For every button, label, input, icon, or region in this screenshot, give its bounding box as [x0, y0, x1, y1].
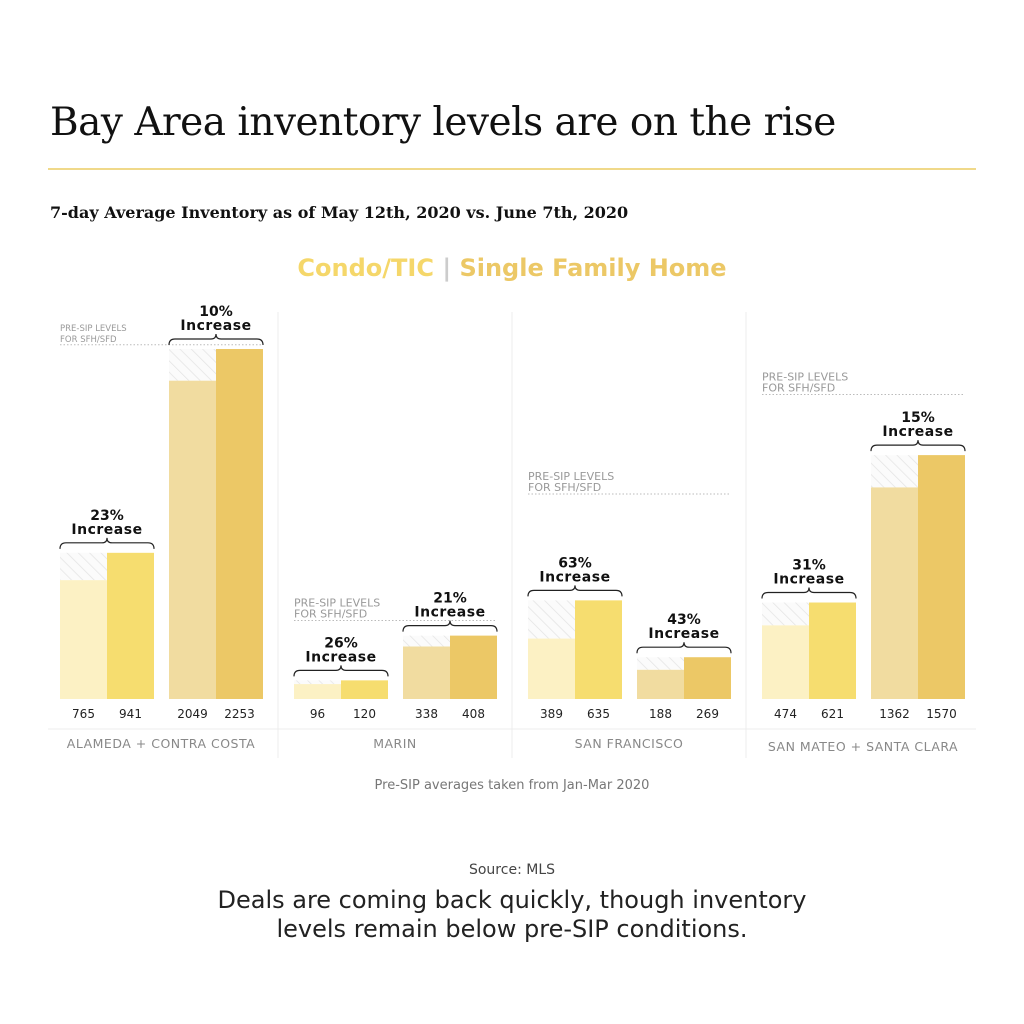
- bar-after: [684, 657, 731, 699]
- increase-word: Increase: [414, 605, 485, 621]
- bar-after: [918, 455, 965, 699]
- bar-after: [216, 349, 263, 699]
- value-label-before: 188: [649, 707, 672, 721]
- pre-sip-label: PRE-SIP LEVELS: [60, 324, 127, 334]
- increase-brace: [761, 587, 857, 599]
- increase-percent: 63%: [558, 555, 592, 571]
- value-label-after: 408: [462, 707, 485, 721]
- bar-before: [762, 625, 809, 699]
- value-label-before: 1362: [879, 707, 910, 721]
- footer-line-2: levels remain below pre-SIP conditions.: [276, 915, 748, 943]
- pre-sip-label: FOR SFH/SFD: [528, 481, 601, 494]
- bar-before: [871, 487, 918, 699]
- bar-after: [450, 635, 497, 699]
- title-rule: [48, 168, 976, 170]
- legend-separator: |: [442, 254, 452, 282]
- increase-word: Increase: [539, 569, 610, 585]
- value-label-after: 621: [821, 707, 844, 721]
- increase-percent: 26%: [324, 635, 358, 651]
- value-label-after: 269: [696, 707, 719, 721]
- pre-sip-label: PRE-SIP LEVELS: [528, 470, 614, 483]
- legend-condo: Condo/TIC: [297, 254, 434, 282]
- difference-hatch: [637, 657, 684, 670]
- bar-after: [107, 552, 154, 699]
- increase-word: Increase: [305, 649, 376, 665]
- pre-sip-label: FOR SFH/SFD: [762, 382, 835, 395]
- category-label: SAN FRANCISCO: [575, 736, 684, 751]
- value-label-before: 474: [774, 707, 797, 721]
- bar-before: [637, 669, 684, 699]
- category-label: MARIN: [373, 736, 417, 751]
- pre-sip-label: PRE-SIP LEVELS: [294, 597, 380, 610]
- value-label-before: 96: [310, 707, 325, 721]
- value-label-after: 120: [353, 707, 376, 721]
- increase-percent: 21%: [433, 591, 467, 607]
- value-label-after: 635: [587, 707, 610, 721]
- footer-line-1: Deals are coming back quickly, though in…: [217, 886, 807, 914]
- bar-before: [294, 684, 341, 699]
- bar-after: [341, 680, 388, 699]
- source: Source: MLS: [468, 862, 556, 878]
- page-title: Bay Area inventory levels are on the ris…: [50, 100, 836, 145]
- increase-brace: [402, 620, 498, 632]
- difference-hatch: [60, 552, 107, 581]
- increase-word: Increase: [71, 522, 142, 538]
- difference-hatch: [528, 600, 575, 639]
- legend-sfh: Single Family Home: [459, 254, 727, 282]
- difference-hatch: [871, 455, 918, 488]
- increase-brace: [527, 585, 623, 597]
- increase-percent: 23%: [90, 508, 124, 524]
- value-label-before: 389: [540, 707, 563, 721]
- bar-before: [169, 380, 216, 699]
- value-label-after: 941: [119, 707, 142, 721]
- category-label: SAN MATEO + SANTA CLARA: [768, 739, 958, 754]
- increase-word: Increase: [648, 626, 719, 642]
- increase-percent: 10%: [199, 304, 233, 320]
- pre-sip-label: FOR SFH/SFD: [294, 608, 367, 621]
- difference-hatch: [403, 635, 450, 647]
- difference-hatch: [294, 680, 341, 685]
- legend: Condo/TIC | Single Family Home: [0, 254, 1024, 282]
- increase-word: Increase: [773, 572, 844, 588]
- category-label: ALAMEDA + CONTRA COSTA: [67, 736, 255, 751]
- increase-brace: [870, 440, 966, 452]
- increase-word: Increase: [180, 318, 251, 334]
- bar-before: [60, 580, 107, 699]
- bar-after: [809, 602, 856, 699]
- pre-sip-note: Pre-SIP averages taken from Jan-Mar 2020: [374, 778, 650, 793]
- increase-brace: [59, 537, 155, 549]
- value-label-after: 2253: [224, 707, 255, 721]
- value-label-before: 338: [415, 707, 438, 721]
- pre-sip-label: FOR SFH/SFD: [60, 335, 117, 345]
- increase-brace: [293, 665, 389, 677]
- increase-brace: [636, 642, 732, 654]
- increase-percent: 43%: [667, 612, 701, 628]
- pre-sip-label: PRE-SIP LEVELS: [762, 371, 848, 384]
- difference-hatch: [762, 602, 809, 626]
- bar-before: [403, 646, 450, 699]
- increase-brace: [168, 333, 264, 346]
- value-label-after: 1570: [926, 707, 957, 721]
- bar-after: [575, 600, 622, 699]
- value-label-before: 765: [72, 707, 95, 721]
- difference-hatch: [169, 349, 216, 381]
- bar-before: [528, 638, 575, 699]
- increase-percent: 31%: [792, 558, 826, 574]
- value-label-before: 2049: [177, 707, 208, 721]
- increase-word: Increase: [882, 424, 953, 440]
- chart-subtitle: 7-day Average Inventory as of May 12th, …: [50, 203, 629, 222]
- increase-percent: 15%: [901, 410, 935, 426]
